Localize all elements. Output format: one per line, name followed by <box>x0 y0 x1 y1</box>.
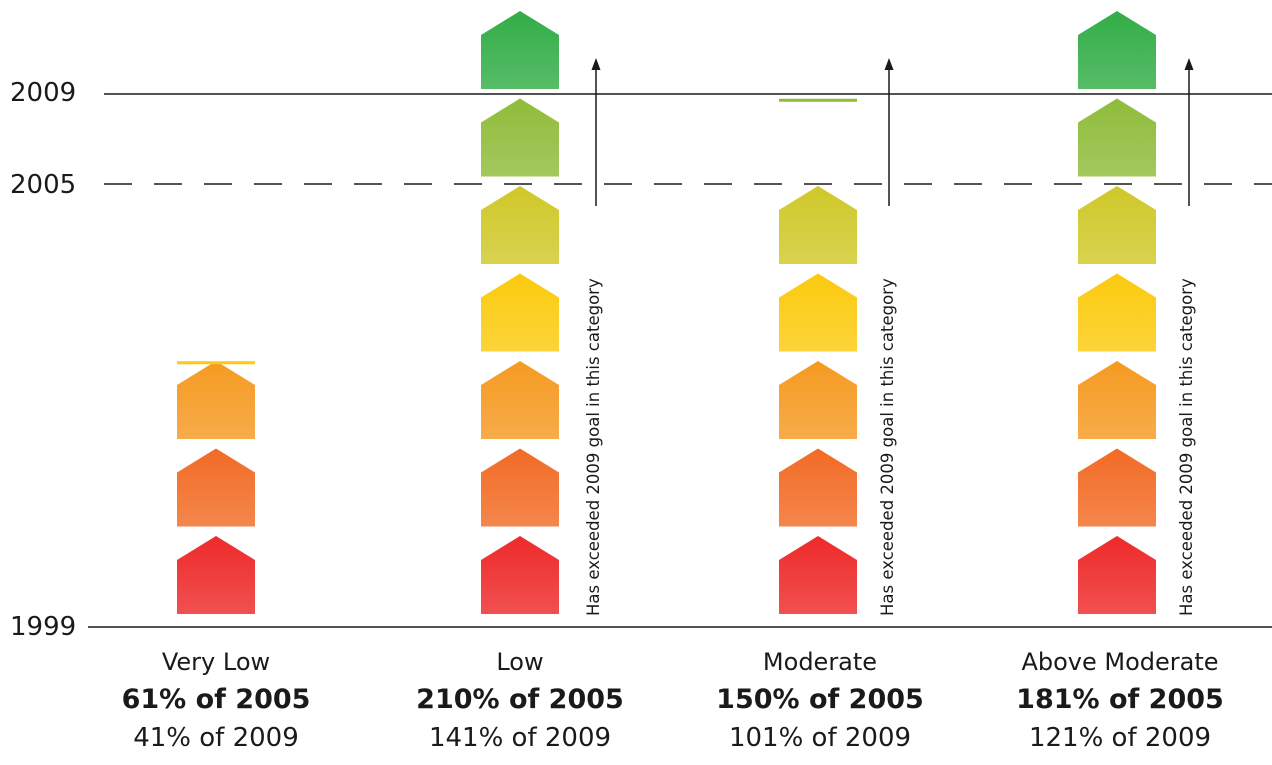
house-bar-segment <box>779 186 857 264</box>
annotation-text-low: Has exceeded 2009 goal in this category <box>584 278 603 616</box>
category-name: Above Moderate <box>1021 648 1219 676</box>
percent-of-2005-label: 210% of 2005 <box>416 684 624 715</box>
annotation-arrowhead <box>591 58 601 70</box>
percent-of-2005-label: 150% of 2005 <box>716 684 924 715</box>
house-bar-segment <box>779 448 857 527</box>
house-bar-segment <box>481 273 559 352</box>
percent-of-2009-label: 121% of 2009 <box>1028 723 1212 753</box>
annotation-arrowhead <box>1184 58 1194 70</box>
annotation-text-above-moderate: Has exceeded 2009 goal in this category <box>1177 278 1196 616</box>
partial-level-marker <box>779 98 857 102</box>
annotation-text-moderate: Has exceeded 2009 goal in this category <box>878 278 897 616</box>
house-bar-segment <box>481 11 559 89</box>
annotation-arrows <box>591 58 1194 206</box>
house-bar-segment <box>481 536 559 614</box>
house-bars <box>177 11 1156 614</box>
percent-of-2005-label: 61% of 2005 <box>121 684 311 715</box>
house-bar-segment <box>481 448 559 527</box>
category-label-very-low: Very Low 61% of 2005 41% of 2009 <box>66 647 366 755</box>
percent-of-2009-label: 101% of 2009 <box>728 723 912 753</box>
percent-of-2009-label: 41% of 2009 <box>133 723 299 753</box>
category-label-above-moderate: Above Moderate 181% of 2005 121% of 2009 <box>970 647 1270 755</box>
house-bar-segment <box>779 361 857 439</box>
percent-of-2005-label: 181% of 2005 <box>1016 684 1224 715</box>
y-tick-2009: 2009 <box>10 78 77 108</box>
house-bar-segment <box>1078 11 1156 89</box>
category-label-low: Low 210% of 2005 141% of 2009 <box>370 647 670 755</box>
house-bar-segment <box>1078 448 1156 527</box>
category-name: Very Low <box>161 648 271 676</box>
percent-of-2009-label: 141% of 2009 <box>428 723 612 753</box>
house-bar-segment <box>1078 361 1156 439</box>
y-tick-2005: 2005 <box>10 170 77 200</box>
house-bar-segment <box>779 536 857 614</box>
house-bar-segment <box>1078 98 1156 177</box>
annotation-arrowhead <box>884 58 894 70</box>
house-bar-segment <box>177 361 255 439</box>
house-bar-segment <box>1078 273 1156 352</box>
house-bar-segment <box>481 361 559 439</box>
house-bar-segment <box>177 536 255 614</box>
house-bar-segment <box>481 186 559 264</box>
category-name: Low <box>496 648 544 676</box>
partial-level-marker <box>177 361 255 365</box>
house-bar-segment <box>481 98 559 177</box>
house-bar-segment <box>1078 186 1156 264</box>
category-label-moderate: Moderate 150% of 2005 101% of 2009 <box>670 647 970 755</box>
house-bar-segment <box>177 448 255 527</box>
house-bar-segment <box>779 273 857 352</box>
y-tick-1999: 1999 <box>10 612 77 642</box>
category-name: Moderate <box>762 648 878 676</box>
house-bar-segment <box>1078 536 1156 614</box>
